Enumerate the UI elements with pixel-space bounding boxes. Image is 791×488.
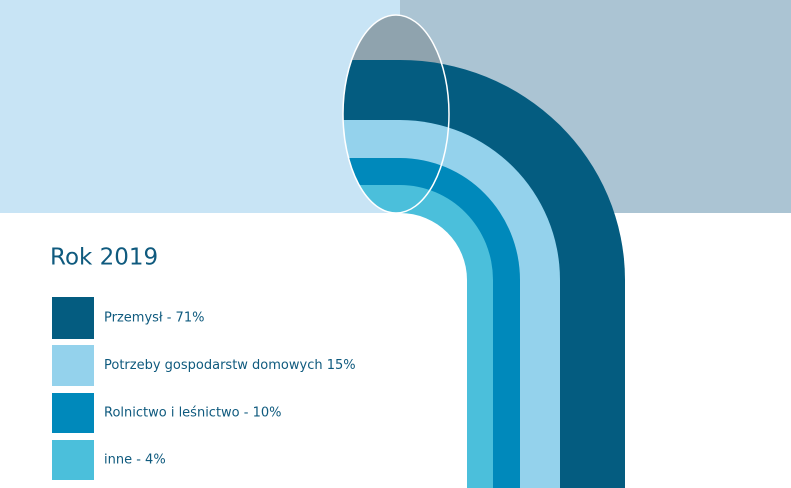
legend-label: inne - 4% — [104, 453, 166, 468]
legend-label: Przemysł - 71% — [104, 311, 204, 326]
legend-label: Rolnictwo i leśnictwo - 10% — [104, 406, 282, 421]
legend: Przemysł - 71% Potrzeby gospodarstw domow… — [52, 297, 356, 480]
legend-swatch — [52, 297, 94, 339]
background-left — [0, 0, 400, 213]
title: Rok 2019 — [50, 245, 158, 271]
pipe-rim — [342, 14, 450, 214]
legend-label: Potrzeby gospodarstw domowych 15% — [104, 358, 356, 373]
legend-swatch — [52, 345, 94, 386]
pipe-inner — [343, 213, 467, 488]
legend-swatch — [52, 393, 94, 433]
legend-swatch — [52, 440, 94, 480]
